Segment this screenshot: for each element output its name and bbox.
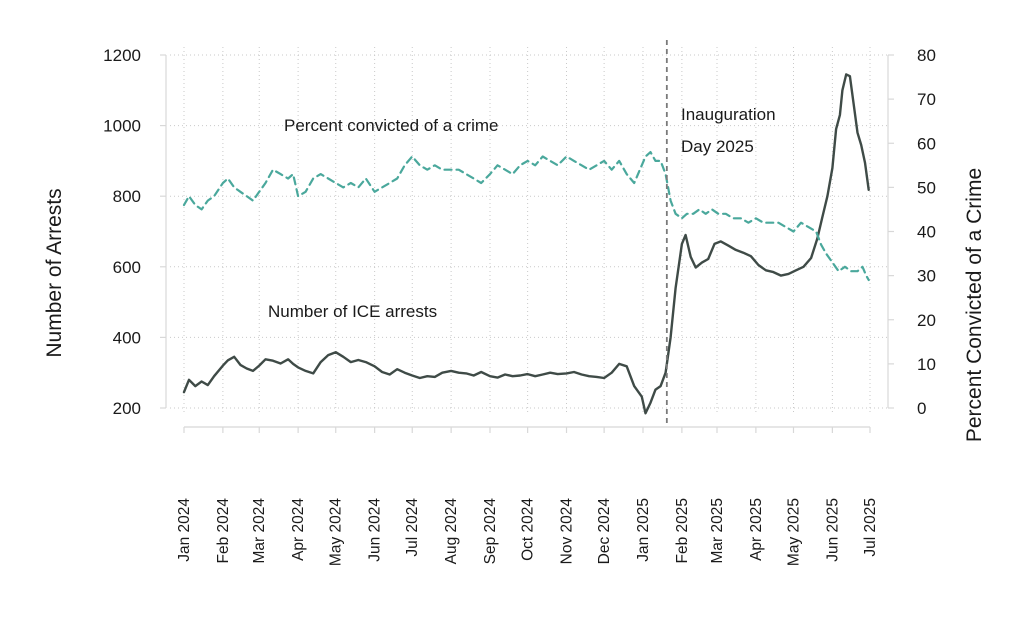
right-tick-label: 80: [917, 46, 936, 65]
grid-layer: [170, 47, 890, 412]
right-tick-label: 70: [917, 90, 936, 109]
arrests-series-label: Number of ICE arrests: [268, 302, 437, 321]
right-tick-label: 60: [917, 134, 936, 153]
x-tick-label: Jun 2025: [824, 498, 841, 562]
annotation-layer: Inauguration Day 2025 Percent convicted …: [268, 40, 776, 427]
left-tick-label: 600: [113, 258, 141, 277]
x-tick-label: Jul 2024: [404, 498, 421, 557]
right-tick-label: 10: [917, 355, 936, 374]
x-tick-label: May 2024: [328, 498, 345, 566]
series-layer: [182, 73, 870, 415]
x-tick-label: Apr 2025: [748, 498, 765, 561]
x-tick-label: Sep 2024: [482, 498, 499, 565]
x-tick-label: Feb 2024: [215, 498, 232, 564]
percent-convicted-line: [182, 151, 870, 282]
right-tick-label: 50: [917, 178, 936, 197]
x-tick-label: Jun 2024: [367, 498, 384, 562]
right-tick-label: 40: [917, 223, 936, 242]
left-tick-label: 200: [113, 399, 141, 418]
ice-arrests-line: [182, 73, 870, 415]
x-tick-label: Mar 2025: [709, 498, 726, 563]
x-tick-label: Dec 2024: [596, 498, 613, 565]
right-tick-label: 0: [917, 399, 926, 418]
inauguration-label-line2: Day 2025: [681, 137, 754, 156]
left-tick-label: 1000: [103, 117, 141, 136]
x-tick-label: Oct 2024: [520, 498, 537, 561]
x-tick-label: Jul 2025: [862, 498, 879, 557]
x-tick-label: Aug 2024: [443, 498, 460, 565]
right-tick-label: 20: [917, 311, 936, 330]
left-axis-title: Number of Arrests: [43, 188, 66, 357]
x-tick-label: Apr 2024: [290, 498, 307, 561]
axes-layer: 200 400 600 800 1000 1200 0 10 20 30 40 50 60 70 80 Jan…: [103, 46, 936, 566]
x-tick-label: Feb 2025: [674, 498, 691, 564]
x-tick-label: Jan 2025: [635, 498, 652, 562]
x-tick-label: Jan 2024: [176, 498, 193, 562]
left-tick-label: 1200: [103, 46, 141, 65]
left-tick-label: 800: [113, 187, 141, 206]
inauguration-label-line1: Inauguration: [681, 105, 776, 124]
x-tick-label: Nov 2024: [559, 498, 576, 565]
x-tick-label: May 2025: [785, 498, 802, 566]
right-axis-title: Percent Convicted of a Crime: [963, 168, 986, 442]
x-tick-label: Mar 2024: [251, 498, 268, 564]
percent-series-label: Percent convicted of a crime: [284, 116, 498, 135]
left-tick-label: 400: [113, 328, 141, 347]
right-tick-label: 30: [917, 267, 936, 286]
